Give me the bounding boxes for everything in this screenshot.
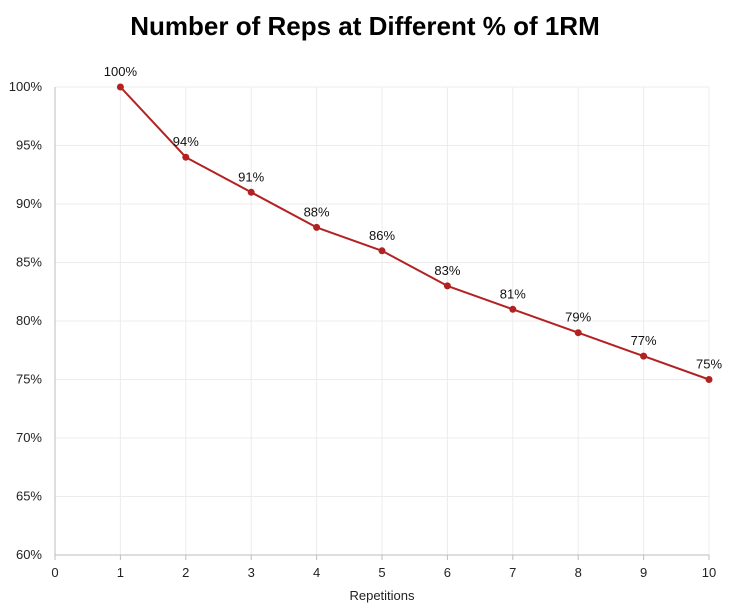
axes bbox=[54, 87, 710, 560]
data-label: 77% bbox=[631, 333, 657, 348]
x-tick-label: 3 bbox=[248, 565, 255, 580]
x-axis-label: Repetitions bbox=[349, 588, 415, 603]
y-tick-label: 70% bbox=[16, 430, 42, 445]
data-point bbox=[705, 376, 713, 383]
y-tick-labels: 60% 65% 70% 75% 80% 85% 90% 95% 100% bbox=[9, 79, 43, 562]
y-tick-label: 75% bbox=[16, 372, 42, 387]
data-point bbox=[378, 247, 386, 255]
x-tick-label: 1 bbox=[117, 565, 124, 580]
y-tick-label: 80% bbox=[16, 313, 42, 328]
x-tick-label: 8 bbox=[575, 565, 582, 580]
data-label: 83% bbox=[434, 263, 460, 278]
grid bbox=[55, 86, 710, 555]
y-tick-label: 85% bbox=[16, 255, 42, 270]
data-label: 91% bbox=[238, 169, 264, 184]
x-tick-label: 6 bbox=[444, 565, 451, 580]
data-point bbox=[247, 188, 255, 196]
data-point bbox=[509, 305, 517, 313]
data-label: 100% bbox=[104, 64, 138, 79]
data-point bbox=[116, 83, 124, 91]
chart-title: Number of Reps at Different % of 1RM bbox=[130, 11, 600, 41]
series-line bbox=[119, 86, 710, 381]
data-label: 81% bbox=[500, 286, 526, 301]
data-point bbox=[443, 282, 451, 290]
y-tick-label: 65% bbox=[16, 489, 42, 504]
x-tick-labels: 0 1 2 3 4 5 6 7 8 9 10 bbox=[51, 565, 716, 580]
y-tick-label: 60% bbox=[16, 547, 42, 562]
series bbox=[116, 83, 713, 383]
x-tick-label: 2 bbox=[182, 565, 189, 580]
data-label: 86% bbox=[369, 228, 395, 243]
data-point bbox=[574, 329, 582, 337]
y-tick-label: 95% bbox=[16, 138, 42, 153]
x-tick-label: 0 bbox=[51, 565, 58, 580]
data-labels: 100% 94% 91% 88% 86% 83% 81% 79% 77% 75% bbox=[104, 64, 723, 372]
data-label: 79% bbox=[565, 310, 591, 325]
x-tick-label: 5 bbox=[378, 565, 385, 580]
y-tick-label: 90% bbox=[16, 196, 42, 211]
x-tick-label: 7 bbox=[509, 565, 516, 580]
x-tick-label: 10 bbox=[702, 565, 716, 580]
data-point bbox=[182, 153, 190, 161]
x-tick-label: 9 bbox=[640, 565, 647, 580]
data-point bbox=[313, 223, 321, 231]
y-tick-label: 100% bbox=[9, 79, 43, 94]
data-label: 88% bbox=[304, 204, 330, 219]
data-point bbox=[640, 352, 648, 360]
data-label: 94% bbox=[173, 134, 199, 149]
data-label: 75% bbox=[696, 357, 722, 372]
x-tick-label: 4 bbox=[313, 565, 320, 580]
